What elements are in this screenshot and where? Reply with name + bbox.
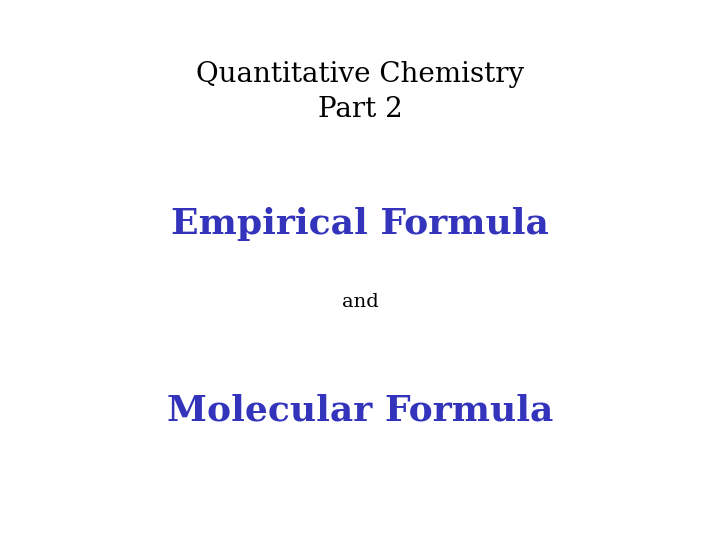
Text: Quantitative Chemistry
Part 2: Quantitative Chemistry Part 2 [196, 60, 524, 123]
Text: Molecular Formula: Molecular Formula [167, 394, 553, 427]
Text: Empirical Formula: Empirical Formula [171, 207, 549, 241]
Text: and: and [341, 293, 379, 312]
